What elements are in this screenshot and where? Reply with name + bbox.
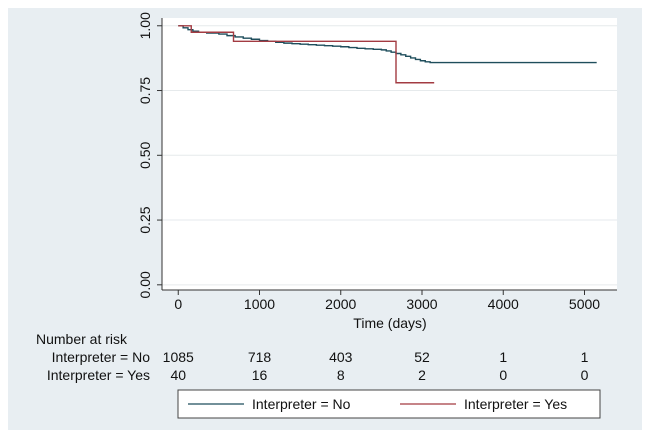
x-tick-label: 5000 [569,296,600,312]
survival-curve-no [178,25,597,64]
legend-label-yes: Interpreter = Yes [464,396,567,412]
risk-row-label-no: Interpreter = No [52,349,151,365]
risk-count: 8 [337,367,345,383]
survival-curve-yes [178,25,435,84]
risk-count: 0 [499,367,507,383]
gridlines [162,25,617,286]
risk-table-title: Number at risk [36,331,128,347]
x-tick-label: 4000 [488,296,519,312]
series-layer [178,25,597,84]
y-axis-ticks: 0.00 0.25 0.50 0.75 1.00 [137,12,162,298]
y-tick-label: 1.00 [137,12,153,39]
risk-count: 0 [581,367,589,383]
x-axis-title: Time (days) [353,315,426,331]
risk-count: 718 [248,349,272,365]
x-tick-label: 2000 [325,296,356,312]
risk-row-label-yes: Interpreter = Yes [47,367,150,383]
legend-label-no: Interpreter = No [252,396,351,412]
legend-box [177,389,601,419]
y-tick-label: 0.75 [137,77,153,104]
risk-count: 52 [414,349,430,365]
legend: Interpreter = No Interpreter = Yes [177,389,601,419]
risk-count: 1 [499,349,507,365]
risk-count: 40 [170,367,186,383]
risk-count: 2 [418,367,426,383]
y-tick-label: 0.25 [137,206,153,233]
risk-count: 403 [329,349,353,365]
y-tick-label: 0.50 [137,141,153,168]
risk-count: 16 [252,367,268,383]
risk-count: 1085 [163,349,194,365]
risk-count: 1 [581,349,589,365]
x-tick-label: 3000 [406,296,437,312]
plot-area [162,18,617,290]
x-tick-label: 0 [174,296,182,312]
x-axis-ticks: 0 1000 2000 3000 4000 5000 [174,290,600,312]
y-tick-label: 0.00 [137,271,153,298]
x-tick-label: 1000 [244,296,275,312]
risk-table: Number at risk Interpreter = No Interpre… [36,331,589,383]
